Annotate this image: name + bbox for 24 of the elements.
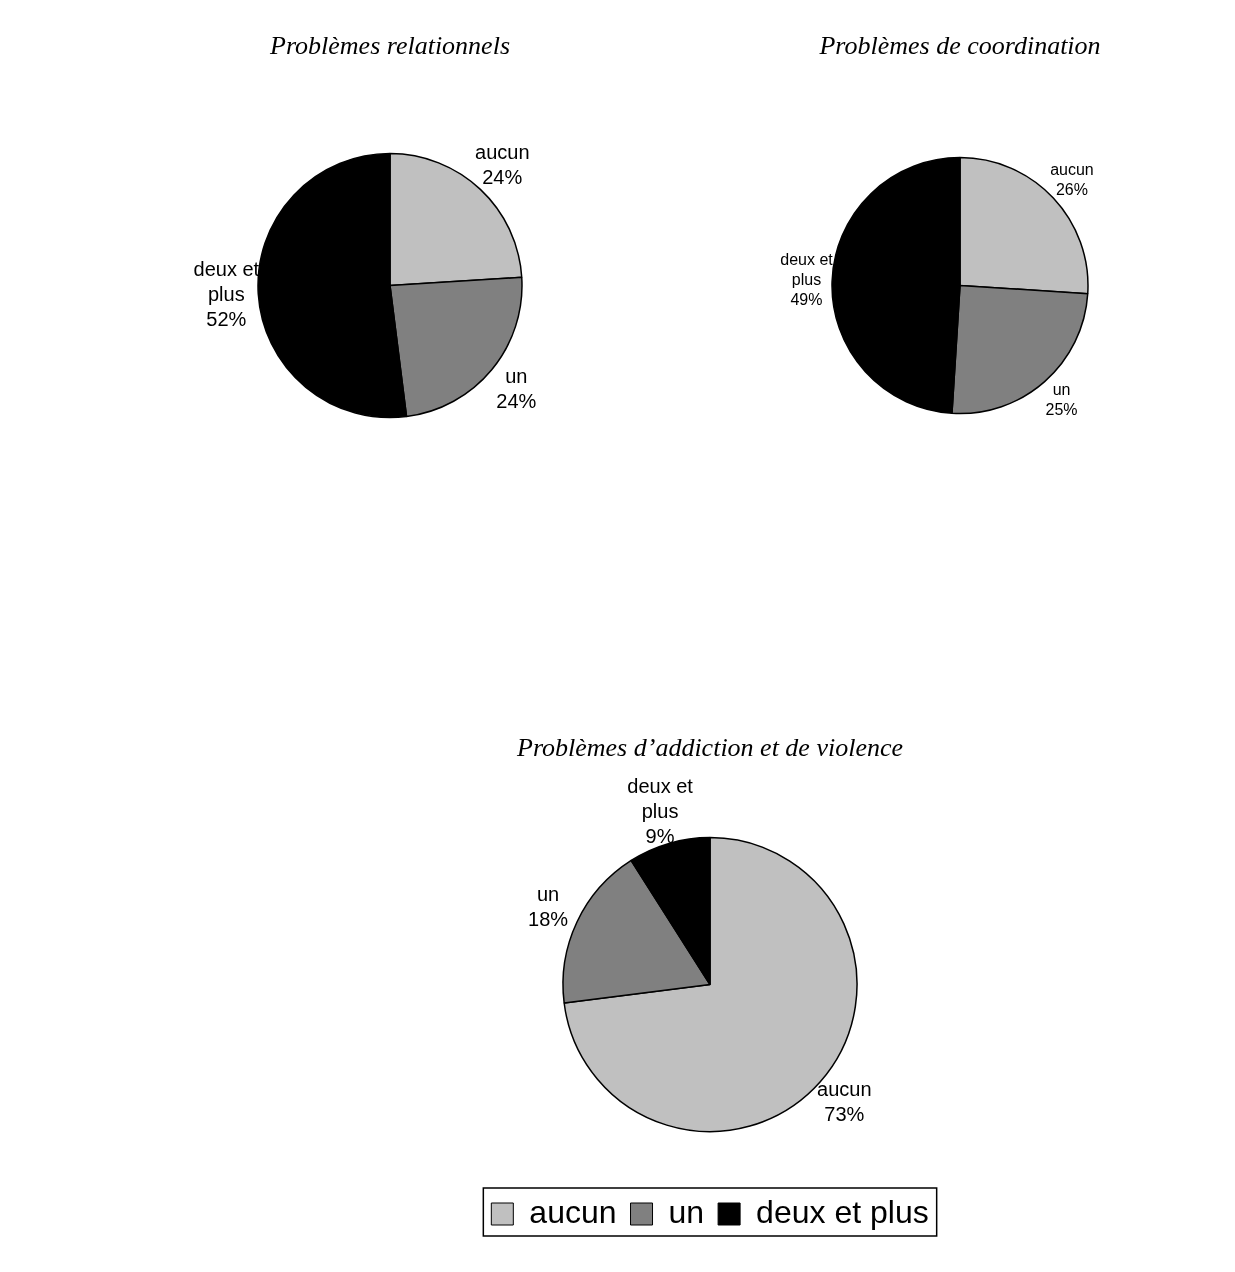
slice-label: deux et plus xyxy=(780,251,834,289)
slice-label: aucun xyxy=(1050,160,1094,178)
data-label: 49% xyxy=(790,291,823,309)
slice-label: deux et plus xyxy=(193,258,260,306)
data-label: 26% xyxy=(1055,180,1088,198)
data-label: 9% xyxy=(645,825,675,848)
data-label: 18% xyxy=(528,908,569,931)
data-label: 24% xyxy=(496,390,537,413)
chart-title: Problèmes de coordination xyxy=(818,31,1101,61)
data-label: 73% xyxy=(824,1102,865,1125)
data-label: 24% xyxy=(482,166,523,189)
data-label: 25% xyxy=(1045,401,1078,419)
data-label: 52% xyxy=(206,308,247,331)
legend-label: aucun xyxy=(529,1193,617,1230)
slice-label: un xyxy=(536,883,560,906)
chart-title: Problèmes d’addiction et de violence xyxy=(515,733,904,763)
slice-label: deux et plus xyxy=(627,775,694,823)
slice-label: un xyxy=(505,365,528,388)
slice-label: un xyxy=(1052,381,1071,399)
legend-label: un xyxy=(668,1193,705,1230)
slice-label: aucun xyxy=(817,1077,872,1100)
chart-title: Problèmes relationnels xyxy=(269,31,510,61)
legend-label: deux et plus xyxy=(756,1193,929,1230)
slice-label: aucun xyxy=(475,141,530,164)
